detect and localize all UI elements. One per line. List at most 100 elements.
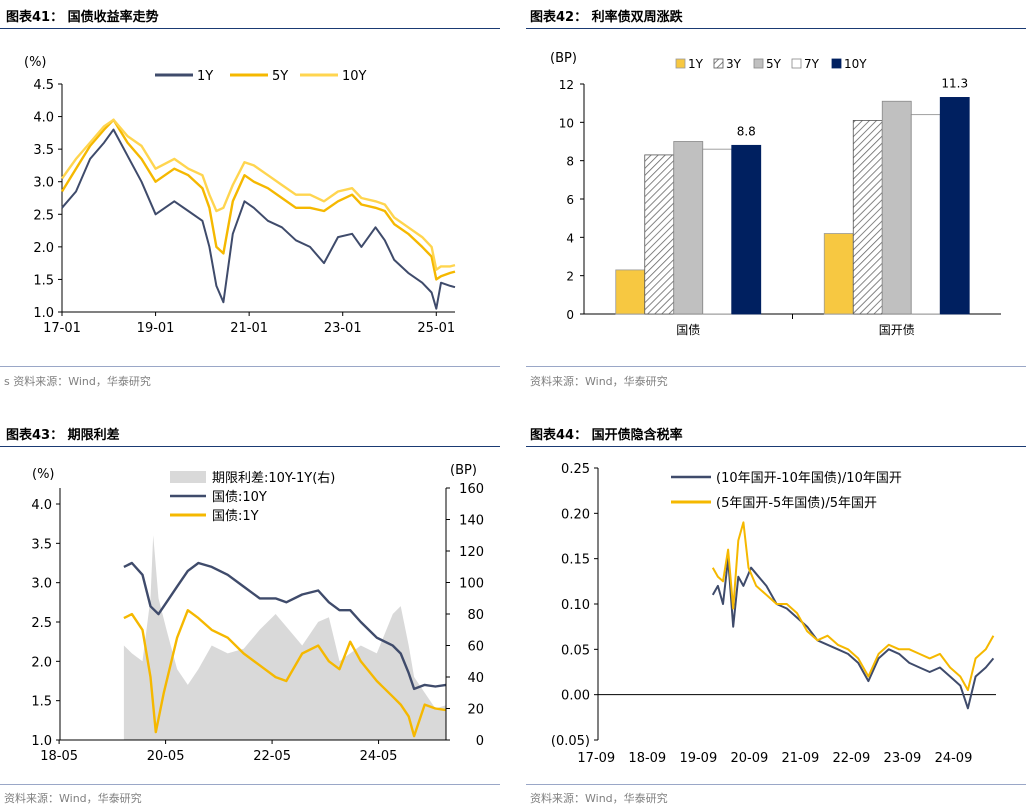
legend-swatch-3Y [713, 58, 724, 69]
y-tick-label: 1.0 [33, 306, 54, 321]
panel-41-footer-rule [0, 366, 500, 367]
legend-label-7Y: 7Y [804, 57, 820, 71]
legend-label-10y: (10年国开-10年国债)/10年国开 [716, 471, 902, 486]
legend-swatch-1Y [675, 58, 686, 69]
legend-label-5Y: 5Y [766, 57, 782, 71]
panel-44-title-rule [526, 446, 1026, 447]
y-tick-label: 4.0 [33, 111, 54, 126]
y-tick-label-left: 1.0 [31, 734, 52, 749]
x-tick-label: 20-09 [730, 751, 768, 766]
y-tick-label: 0 [566, 308, 574, 322]
y-tick-label: 12 [559, 78, 574, 92]
y-tick-label: 0.05 [561, 643, 590, 658]
y-axis-unit: (%) [24, 55, 47, 70]
panel-43-title-rule [0, 446, 500, 447]
y-tick-label-left: 3.0 [31, 577, 52, 592]
x-tick-label: 24-09 [935, 751, 973, 766]
bar-1Y-国开债 [823, 233, 854, 315]
series-area-term-spread [123, 535, 447, 740]
y-tick-label: 3.5 [33, 143, 54, 158]
y-tick-label-left: 2.0 [31, 655, 52, 670]
panel-44-source: 资料来源：Wind，华泰研究 [530, 792, 668, 805]
y-tick-label-right: 140 [459, 514, 484, 529]
legend-label-5Y: 5Y [272, 69, 288, 84]
panel-41-title: 图表41： 国债收益率走势 [6, 10, 159, 25]
y-tick-label: 2.0 [33, 241, 54, 256]
series-line-10Y [61, 118, 456, 271]
legend-label-1y: 国债:1Y [212, 509, 259, 524]
bar-5Y-国债 [673, 141, 704, 315]
panel-41-title-rule [0, 28, 500, 29]
chart-43-term-spread: (%) (BP) 1.0 1.5 2.0 2.5 3.0 3.5 4.0 0 20 40 60 80 100… [31, 463, 484, 764]
legend-swatch-term-spread [170, 471, 206, 483]
x-tick-label: 19-01 [137, 321, 175, 336]
y-tick-label-left: 2.5 [31, 616, 52, 631]
series-line-国债:1Y [123, 609, 447, 738]
legend-label-10Y: 10Y [342, 69, 367, 84]
y-tick-label: 6 [566, 193, 574, 207]
y-axis-unit-left: (%) [32, 467, 55, 482]
y-tick-label-left: 1.5 [31, 695, 52, 710]
legend-swatch-5Y [753, 58, 764, 69]
x-tick-label: 25-01 [417, 321, 455, 336]
x-tick-label: 22-05 [253, 749, 291, 764]
bar-3Y-国开债 [852, 120, 883, 315]
y-tick-label-right: 100 [459, 577, 484, 592]
y-tick-label: 2 [566, 270, 574, 284]
data-label-国开债: 11.3 [941, 76, 968, 90]
y-tick-label: 4.5 [33, 78, 54, 93]
panel-42-title: 图表42： 利率债双周涨跌 [530, 10, 683, 25]
x-tick-label: 22-09 [833, 751, 871, 766]
panel-43-title: 图表43： 期限利差 [6, 428, 120, 443]
bar-3Y-国债 [644, 154, 675, 315]
legend-label-1Y: 1Y [197, 69, 213, 84]
y-tick-label: 0.25 [561, 462, 590, 477]
y-tick-label: (0.05) [551, 734, 590, 749]
bar-10Y-国开债 [939, 97, 970, 315]
y-tick-label: 4 [566, 231, 574, 245]
y-tick-label-right: 60 [467, 640, 484, 655]
panel-42-source: 资料来源：Wind，华泰研究 [530, 375, 668, 388]
category-label: 国开债 [879, 323, 915, 337]
y-tick-label-right: 20 [467, 703, 484, 718]
y-tick-label: 10 [559, 116, 574, 130]
x-tick-label: 17-09 [577, 751, 615, 766]
y-tick-label-right: 120 [459, 545, 484, 560]
y-tick-label: 2.5 [33, 208, 54, 223]
panel-43-footer-rule [0, 784, 500, 785]
legend-label-1Y: 1Y [688, 57, 704, 71]
series-line-1Y [61, 128, 456, 310]
y-tick-label: 0.10 [561, 598, 590, 613]
legend-label-term-spread: 期限利差:10Y-1Y(右) [212, 471, 335, 486]
x-tick-label: 21-09 [782, 751, 820, 766]
legend-swatch-10Y [831, 58, 842, 69]
x-tick-label: 18-05 [40, 749, 78, 764]
bar-7Y-国开债 [910, 114, 941, 315]
x-tick-label: 21-01 [230, 321, 268, 336]
y-tick-label: 8 [566, 155, 574, 169]
series-line-1 [711, 521, 995, 692]
x-tick-label: 19-09 [679, 751, 717, 766]
y-tick-label-right: 80 [467, 608, 484, 623]
x-tick-label: 20-05 [147, 749, 185, 764]
panel-44-footer-rule [526, 784, 1026, 785]
legend-swatch-7Y [791, 58, 802, 69]
bar-10Y-国债 [731, 144, 762, 315]
legend-label-10Y: 10Y [844, 57, 867, 71]
y-tick-label: 0.15 [561, 553, 590, 568]
bar-1Y-国债 [615, 269, 646, 315]
y-tick-label: 0.20 [561, 507, 590, 522]
y-tick-label-right: 40 [467, 671, 484, 686]
bar-5Y-国开债 [881, 100, 912, 315]
legend-label-10y: 国债:10Y [212, 490, 267, 505]
chart-44-implied-tax-rate: (0.05) 0.00 0.05 0.10 0.15 0.20 0.25 17-09 18-09… [551, 462, 996, 766]
x-tick-label: 23-09 [884, 751, 922, 766]
legend-label-5y: (5年国开-5年国债)/5年国开 [716, 496, 877, 511]
panel-42-title-rule [526, 28, 1026, 29]
series-line-国债:10Y [123, 561, 447, 691]
x-tick-label: 18-09 [628, 751, 666, 766]
chart-41-yield-trend: (%) 1.0 1.5 2.0 2.5 3.0 3.5 4.0 4.5 17-01 19-01 21-… [24, 55, 456, 336]
y-tick-label-left: 3.5 [31, 537, 52, 552]
y-tick-label: 3.0 [33, 176, 54, 191]
y-axis-unit-right: (BP) [450, 463, 477, 478]
